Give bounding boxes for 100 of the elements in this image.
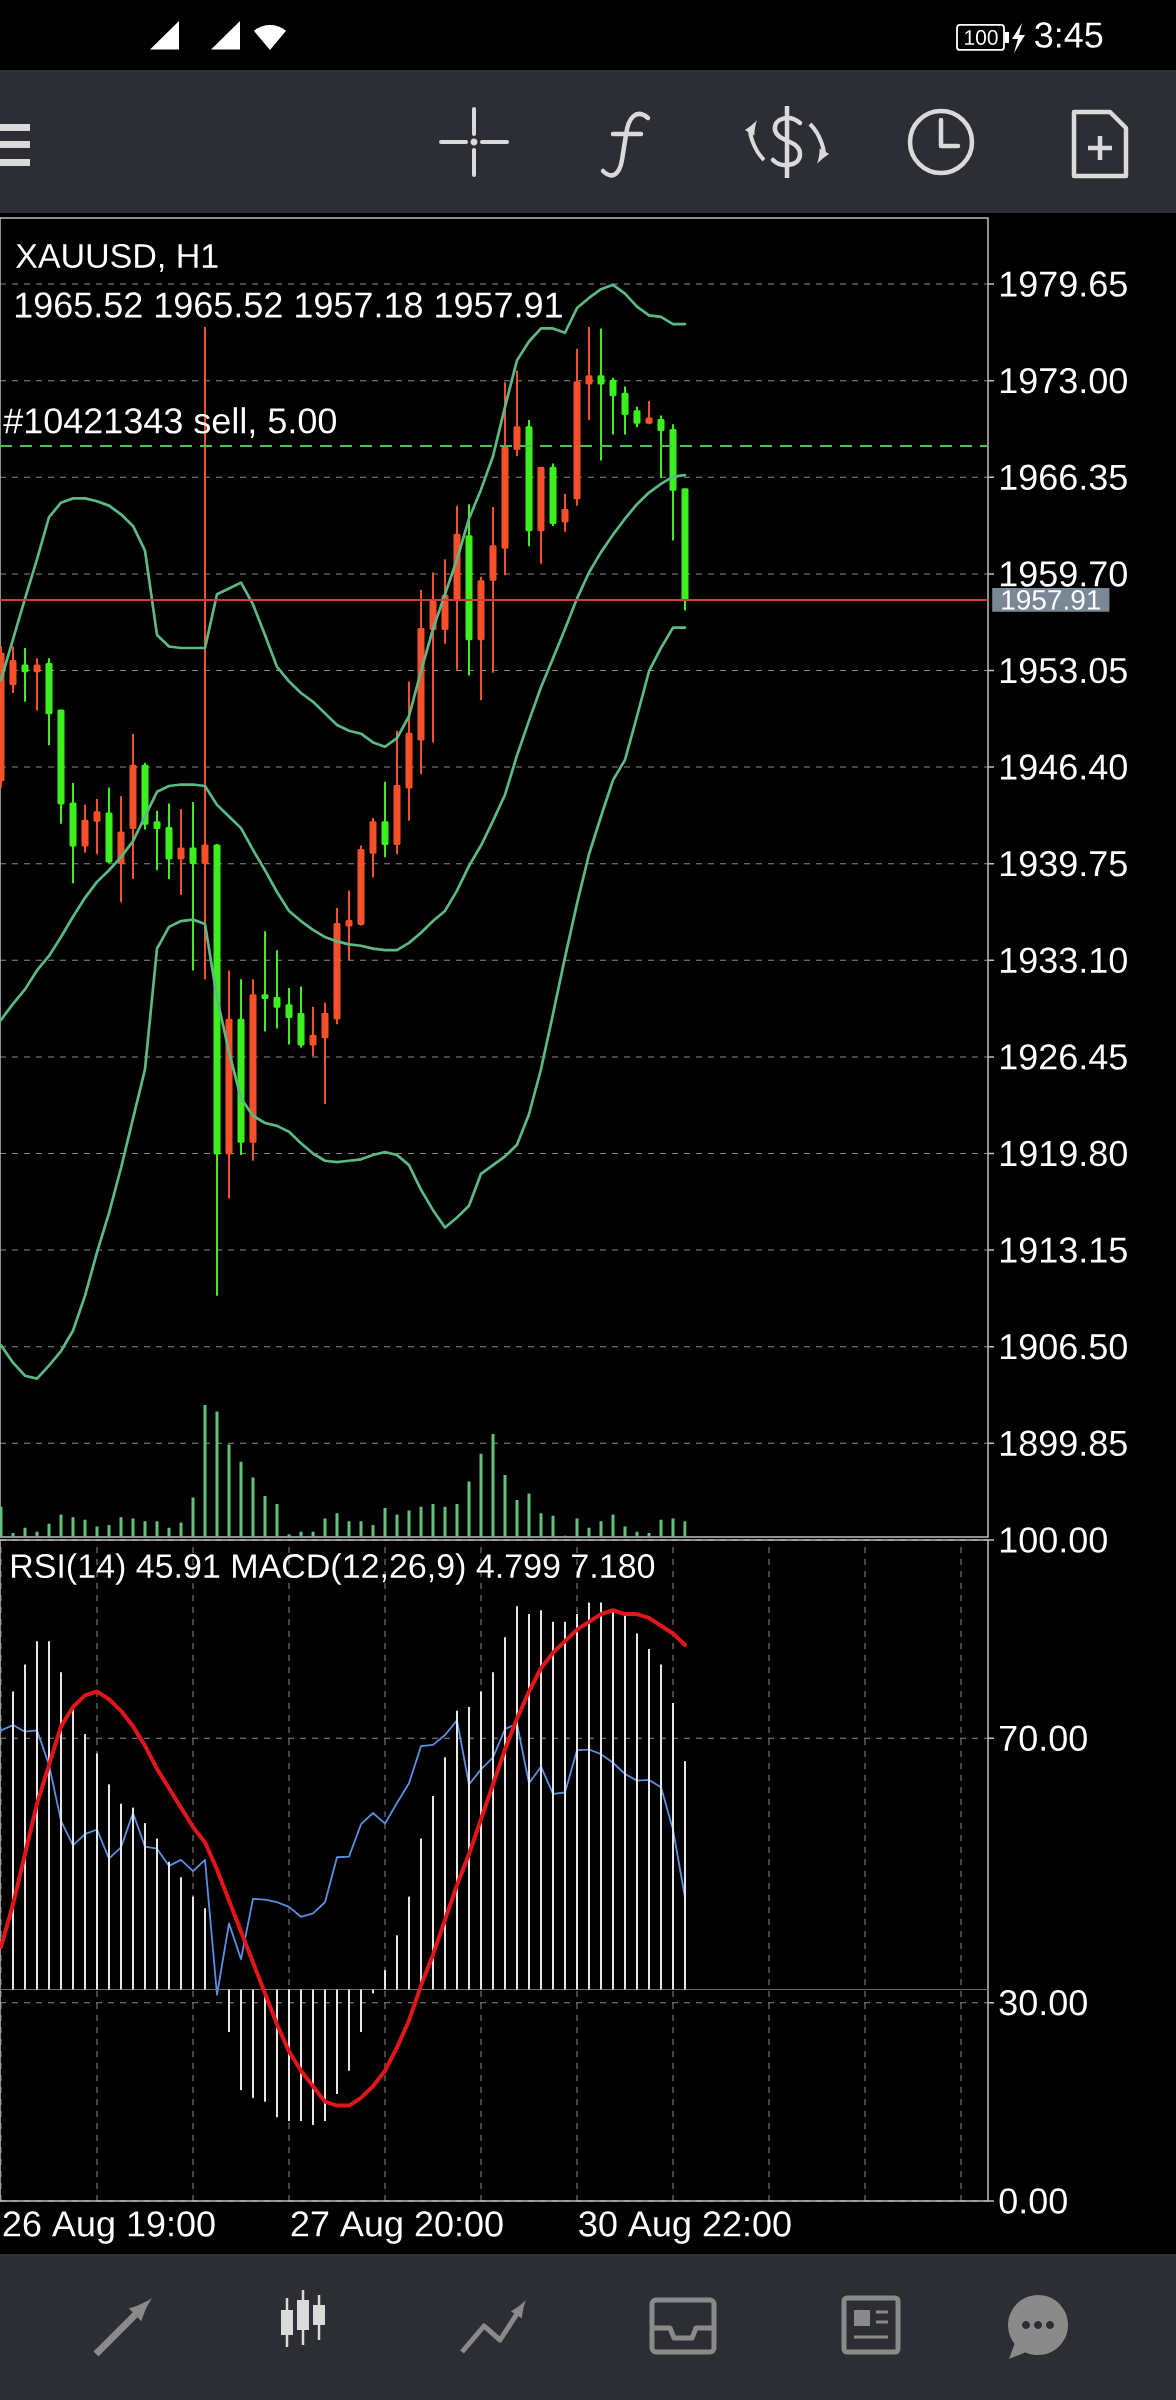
bar <box>276 1989 278 2118</box>
bar <box>443 1506 447 1537</box>
bar <box>516 1606 518 1990</box>
y-tick-label: 1933.10 <box>1000 947 1127 974</box>
y-tick-label: 1939.75 <box>1000 850 1127 877</box>
y-tick-label: 1913.15 <box>1000 1237 1127 1263</box>
candlestick <box>501 381 509 577</box>
bar <box>672 1703 674 1990</box>
bar <box>299 1531 303 1537</box>
bar <box>143 1521 147 1537</box>
x-tick-label: 30 Aug 22:00 <box>579 2211 791 2244</box>
bar <box>312 1989 314 2125</box>
text: 3:45 <box>1035 22 1103 48</box>
candlestick <box>177 808 185 896</box>
x-tick-label: 26 Aug 19:00 <box>3 2211 215 2244</box>
candlestick <box>333 907 341 1026</box>
bar <box>300 1989 302 2122</box>
bar <box>359 1521 363 1537</box>
y-tick-label: 30.00 <box>999 1989 1087 2016</box>
bar <box>479 1453 483 1537</box>
candlestick <box>237 978 245 1156</box>
bar <box>203 1404 207 1537</box>
bar <box>636 1633 638 1990</box>
candlestick <box>597 327 605 462</box>
bar <box>600 1602 603 1990</box>
y-tick-label: 1946.40 <box>1000 754 1127 780</box>
bar <box>467 1481 471 1537</box>
bar <box>84 1734 86 1990</box>
bar <box>47 1523 51 1537</box>
x-tick-label: 27 Aug 20:00 <box>291 2211 503 2244</box>
candlestick <box>297 985 305 1049</box>
bar <box>371 1525 375 1537</box>
candlestick <box>93 798 101 856</box>
bar <box>551 1515 555 1537</box>
bar <box>323 1518 327 1537</box>
bar <box>120 1803 122 1990</box>
bar <box>23 1527 27 1537</box>
bar <box>0 1506 3 1537</box>
bar <box>240 1989 242 2091</box>
candlestick <box>657 414 665 480</box>
bar <box>431 1503 435 1537</box>
y-tick-label: 1926.45 <box>1000 1044 1127 1070</box>
bar <box>623 1526 627 1537</box>
candlestick <box>129 732 137 880</box>
bar <box>107 1525 111 1537</box>
candlestick <box>393 729 401 856</box>
bar <box>384 1970 386 1990</box>
candlestick <box>489 506 497 674</box>
line-series <box>0 1719 686 1996</box>
candlestick <box>33 657 41 712</box>
candlestick <box>585 325 593 421</box>
bar <box>324 1989 326 2122</box>
y-tick-label: 1973.00 <box>1000 367 1127 394</box>
y-tick-label: 100.00 <box>1000 1527 1107 1553</box>
line-series <box>0 626 687 1380</box>
text: XAUUSD, H1 <box>15 243 218 273</box>
candlestick <box>381 780 389 859</box>
bar <box>227 1444 231 1537</box>
bar <box>396 1935 398 1990</box>
bar <box>155 1521 159 1537</box>
bar <box>11 1533 15 1537</box>
bar <box>480 1691 482 1990</box>
candlestick <box>633 405 641 429</box>
bar <box>48 1641 50 1990</box>
bar <box>432 1795 434 1990</box>
bar <box>348 1989 350 2071</box>
bar <box>395 1514 399 1537</box>
candlestick <box>549 462 557 527</box>
bar <box>108 1784 110 1990</box>
bar <box>311 1531 315 1537</box>
candlestick <box>345 889 353 962</box>
bar <box>576 1614 579 1990</box>
bar <box>635 1531 639 1537</box>
bar <box>336 1989 338 2094</box>
candlestick <box>69 782 77 885</box>
bar <box>144 1823 146 1990</box>
chart-title: RSI(14) 45.91 MACD(12,26,9) 4.799 7.180 <box>11 1553 655 1585</box>
bar <box>491 1434 495 1537</box>
bar <box>539 1513 543 1537</box>
bar <box>83 1519 87 1537</box>
candlestick <box>477 575 485 702</box>
bar <box>131 1518 135 1537</box>
y-tick-label: 1979.65 <box>1000 271 1127 297</box>
bar <box>239 1461 243 1537</box>
candlestick <box>153 809 161 872</box>
y-tick-label: 1899.85 <box>1000 1430 1127 1457</box>
candlestick <box>249 978 257 1162</box>
text: 1965.52 1965.52 1957.18 1957.91 <box>15 292 562 318</box>
candlestick <box>405 680 413 822</box>
bar <box>228 1989 230 2033</box>
bar <box>96 1753 98 1990</box>
bar <box>575 1518 579 1537</box>
bar <box>407 1510 411 1537</box>
y-tick-label: 1919.80 <box>1000 1140 1127 1167</box>
line-series <box>0 473 687 1022</box>
candlestick <box>537 466 545 565</box>
candlestick <box>621 385 629 436</box>
candlestick <box>669 423 677 542</box>
candlestick <box>321 1001 329 1106</box>
candlestick <box>165 802 173 880</box>
